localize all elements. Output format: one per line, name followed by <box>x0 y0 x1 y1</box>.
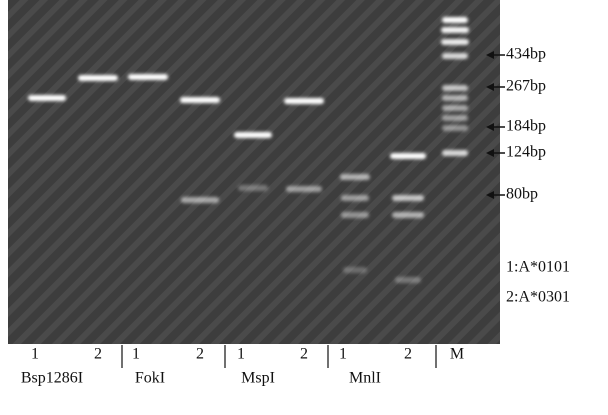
enzyme-label: MnlI <box>349 370 381 387</box>
gel-band <box>128 74 168 80</box>
lane-label: 1 <box>237 346 245 363</box>
marker-label: 434bp <box>506 46 546 63</box>
marker-arrowhead <box>486 83 494 91</box>
gel-band <box>284 98 324 104</box>
gel-band <box>442 85 468 91</box>
gel-band <box>78 75 118 81</box>
gel-band <box>180 97 220 103</box>
gel-band <box>442 105 468 111</box>
marker-arrowhead <box>486 123 494 131</box>
gel-band <box>341 212 369 218</box>
gel-band <box>392 212 424 218</box>
marker-label: 124bp <box>506 144 546 161</box>
gel-band <box>441 39 469 45</box>
gel-band <box>343 267 367 273</box>
gel-band <box>442 115 468 121</box>
marker-label: 267bp <box>506 78 546 95</box>
marker-label: 184bp <box>506 118 546 135</box>
gel-band <box>390 153 426 159</box>
gel-band <box>392 195 424 201</box>
gel-band <box>181 197 219 203</box>
gel-band <box>442 17 468 23</box>
legend-text: 2:A*0301 <box>506 289 570 306</box>
enzyme-label: FokI <box>135 370 165 387</box>
gel-band <box>442 125 468 131</box>
gel-band <box>441 27 469 33</box>
enzyme-label: MspI <box>241 370 275 387</box>
lane-label: M <box>450 346 464 363</box>
marker-arrowhead <box>486 51 494 59</box>
gel-band <box>442 53 468 59</box>
lane-label: 1 <box>339 346 347 363</box>
lane-label: 1 <box>132 346 140 363</box>
lane-label: 1 <box>31 346 39 363</box>
gel-band <box>28 95 66 101</box>
gel-band <box>442 95 468 101</box>
gel <box>8 0 500 344</box>
marker-arrowhead <box>486 149 494 157</box>
lane-label: 2 <box>404 346 412 363</box>
legend-text: 1:A*0101 <box>506 259 570 276</box>
marker-label: 80bp <box>506 186 538 203</box>
bands <box>28 17 469 283</box>
marker-arrowhead <box>486 191 494 199</box>
enzyme-label: Bsp1286I <box>21 370 83 387</box>
gel-band <box>238 185 268 191</box>
lane-label: 2 <box>300 346 308 363</box>
lane-label: 2 <box>94 346 102 363</box>
lane-label: 2 <box>196 346 204 363</box>
gel-band <box>341 195 369 201</box>
gel-band <box>234 132 272 138</box>
labels: 434bp 267bp 184bp 124bp 80bp 1:A*0101 2:A*0301… <box>21 46 570 387</box>
gel-band <box>286 186 322 192</box>
gel-band <box>442 150 468 156</box>
gel-band <box>395 277 421 283</box>
gel-band <box>340 174 370 180</box>
